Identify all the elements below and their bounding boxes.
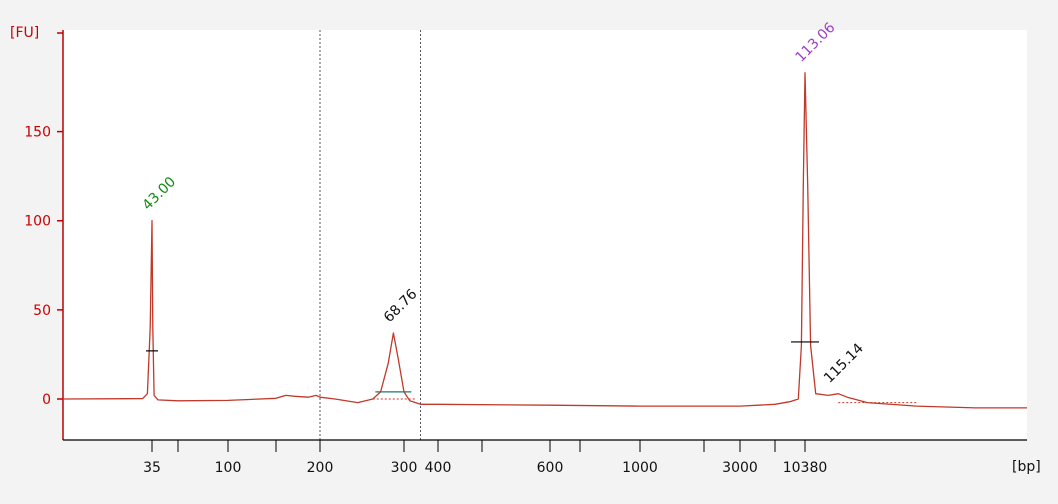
x-tick-label: 1000 [622,460,658,476]
x-tick-label: 100 [215,460,242,476]
y-tick-label: 50 [33,303,51,319]
x-tick-label: 300 [391,460,418,476]
y-tick-label: 150 [24,125,51,141]
x-tick-label: 35 [143,460,161,476]
x-tick-label: 600 [537,460,564,476]
x-tick-label: 400 [425,460,452,476]
y-axis-unit-label: [FU] [10,25,39,41]
x-axis-unit-label: [bp] [1012,459,1041,475]
plot-area [63,30,1027,440]
y-tick-label: 100 [24,214,51,230]
x-tick-label: 200 [307,460,334,476]
y-tick-label: 0 [42,392,51,408]
fluorescence-trace [62,72,1027,409]
x-tick-label: 10380 [783,460,828,476]
x-tick-label: 3000 [722,460,758,476]
